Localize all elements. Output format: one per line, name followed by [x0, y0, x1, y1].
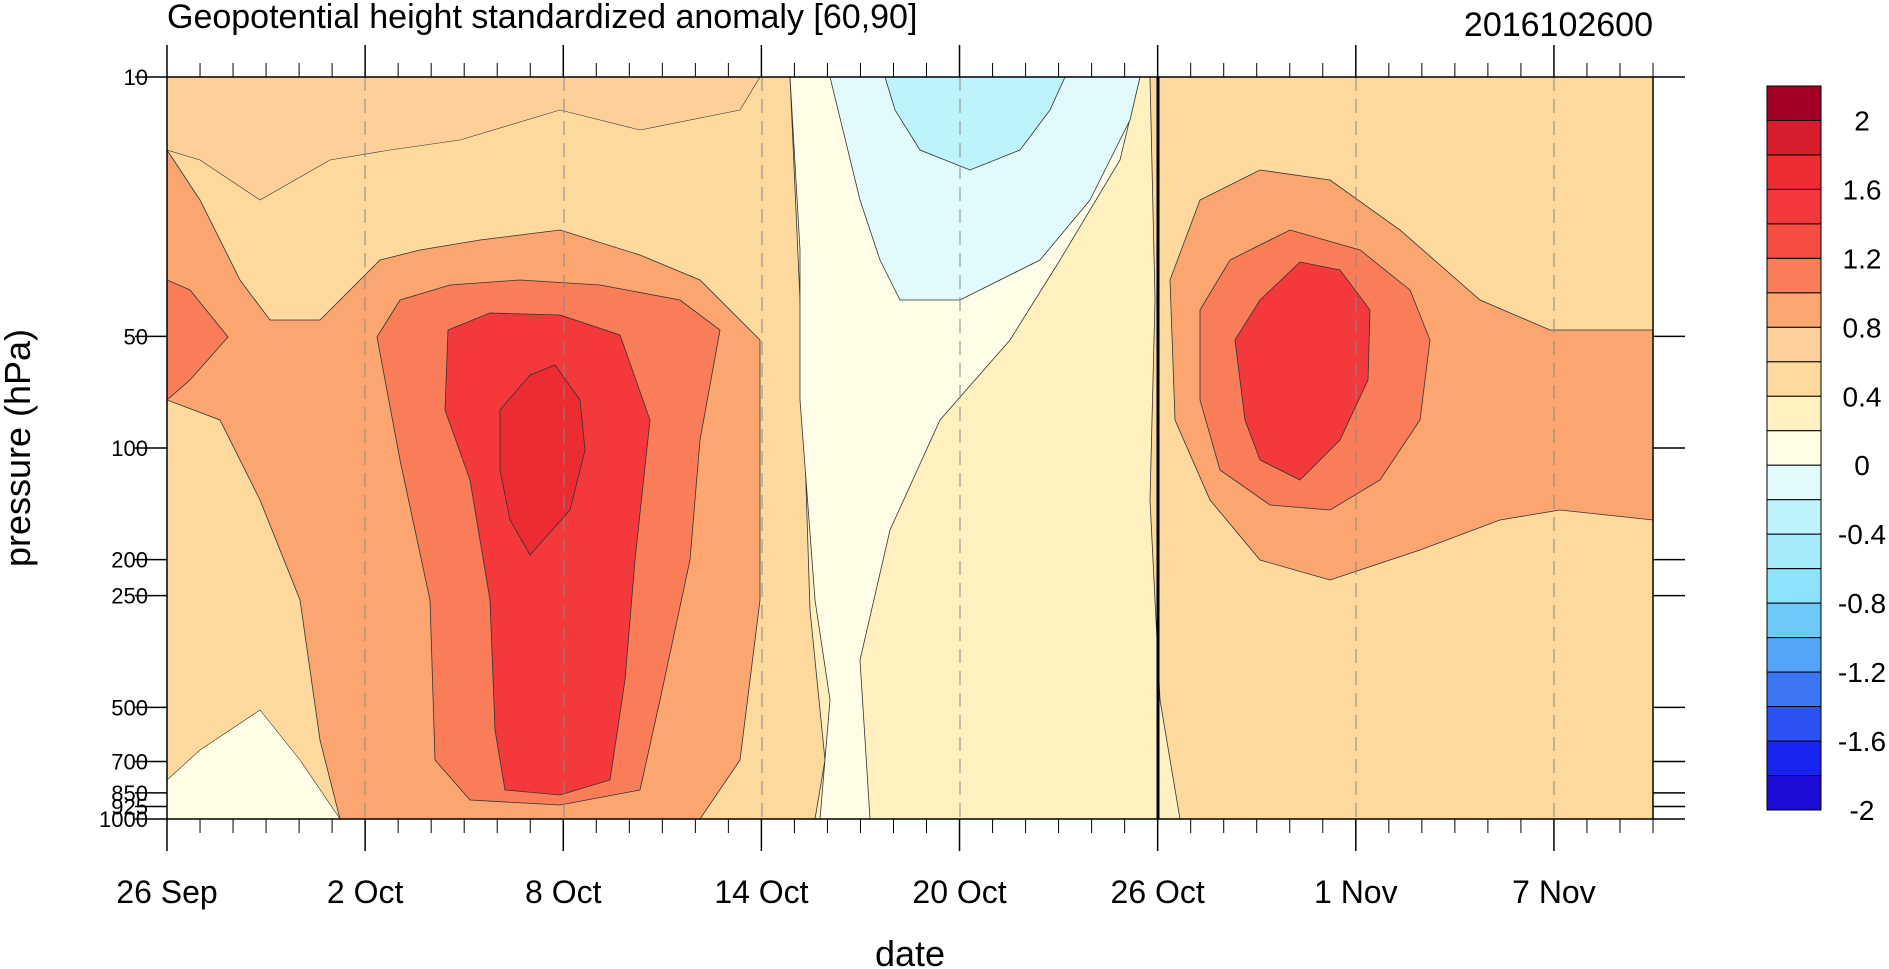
- y-tick-label: 200: [111, 548, 148, 573]
- colorbar-swatch: [1766, 292, 1822, 328]
- colorbar-swatch: [1766, 740, 1822, 777]
- contour-region-1.2-1.4: [167, 279, 229, 401]
- colorbar-swatch: [1766, 188, 1822, 225]
- colorbar-label: -2: [1850, 795, 1875, 826]
- colorbar-label: -1.6: [1838, 726, 1886, 757]
- colorbar-swatch: [1766, 637, 1822, 673]
- colorbar-swatch: [1766, 361, 1822, 397]
- y-tick-label: 925: [111, 794, 148, 819]
- colorbar-swatch: [1766, 464, 1822, 501]
- colorbar-label: 0: [1854, 450, 1870, 481]
- y-tick-label: 50: [124, 324, 148, 349]
- colorbar-label: 0.8: [1843, 312, 1882, 343]
- colorbar-swatch: [1766, 499, 1822, 535]
- colorbar: 2 1.6 1.2 0.8 0.4 0 -0.4 -0.8 -1.2 -1.6 -2: [1766, 85, 1886, 826]
- colorbar-swatch: [1766, 706, 1822, 742]
- x-tick-label: 2 Oct: [327, 874, 404, 910]
- colorbar-swatch: [1766, 395, 1822, 432]
- plot-area: [167, 77, 1653, 819]
- colorbar-label: 0.4: [1843, 381, 1882, 412]
- x-axis-ticks: 26 Sep 2 Oct 8 Oct 14 Oct 20 Oct 26 Oct 1 Nov 7…: [116, 45, 1654, 910]
- y-tick-label: 700: [111, 750, 148, 775]
- x-tick-label: 14 Oct: [714, 874, 808, 910]
- x-tick-label: 1 Nov: [1314, 874, 1398, 910]
- vertical-date-lines: [364, 77, 1555, 819]
- x-tick-label: 20 Oct: [912, 874, 1006, 910]
- colorbar-swatch: [1766, 119, 1822, 156]
- colorbar-swatch: [1766, 533, 1822, 570]
- colorbar-label: -1.2: [1838, 657, 1886, 688]
- contour-region-0.8-1.0: [167, 77, 761, 201]
- x-tick-label: 26 Sep: [116, 874, 217, 910]
- contour-region-0.0-0.2: [829, 77, 1141, 301]
- y-tick-label: 1000: [99, 807, 148, 832]
- colorbar-swatch: [1766, 85, 1822, 121]
- colorbar-swatch: [1766, 602, 1822, 639]
- y-tick-label: 500: [111, 695, 148, 720]
- y-tick-label: 250: [111, 584, 148, 609]
- colorbar-label: -0.8: [1838, 588, 1886, 619]
- x-axis-label: date: [875, 933, 945, 969]
- colorbar-swatch: [1766, 430, 1822, 466]
- colorbar-swatch: [1766, 326, 1822, 363]
- x-tick-label: 26 Oct: [1111, 874, 1205, 910]
- colorbar-swatch: [1766, 775, 1822, 811]
- y-axis-label: pressure (hPa): [0, 329, 38, 567]
- colorbar-label: 1.6: [1843, 174, 1882, 205]
- x-tick-label: 8 Oct: [525, 874, 602, 910]
- x-tick-label: 7 Nov: [1512, 874, 1596, 910]
- contour-region-1.4-1.6: [444, 312, 651, 796]
- y-tick-label: 850: [111, 781, 148, 806]
- y-tick-label: 100: [111, 436, 148, 461]
- contour-region-1.4-1.6-east: [1234, 261, 1371, 481]
- colorbar-swatch: [1766, 223, 1822, 259]
- colorbar-label: -0.4: [1838, 519, 1886, 550]
- colorbar-swatch: [1766, 568, 1822, 604]
- chart-date-label: 2016102600: [1464, 6, 1653, 44]
- colorbar-label: 2: [1854, 105, 1870, 136]
- contour-region-0.2-0.4-lower: [167, 709, 341, 819]
- chart-title: Geopotential height standardized anomaly…: [167, 0, 917, 36]
- contour-region-neg0.2-0.0: [884, 77, 1066, 171]
- colorbar-swatch: [1766, 257, 1822, 294]
- colorbar-swatch: [1766, 154, 1822, 190]
- y-tick-label: 10: [124, 65, 148, 90]
- colorbar-swatch: [1766, 671, 1822, 708]
- colorbar-label: 1.2: [1843, 243, 1882, 274]
